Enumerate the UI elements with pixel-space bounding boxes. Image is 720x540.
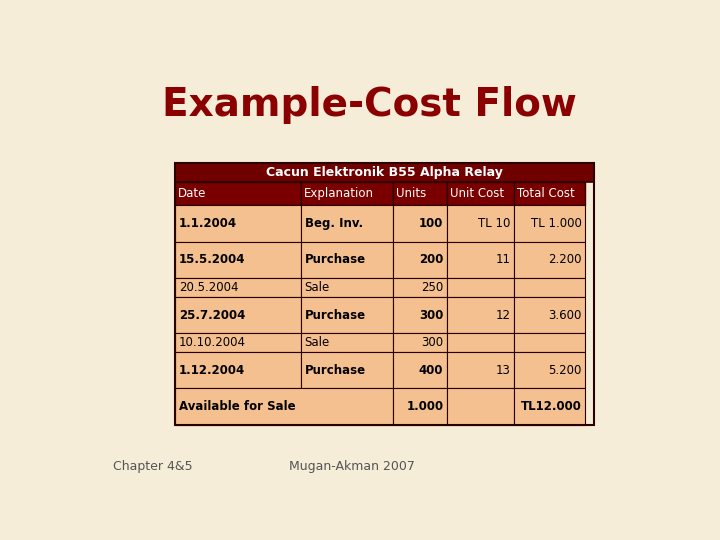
- Text: 100: 100: [419, 217, 444, 230]
- Text: 1.12.2004: 1.12.2004: [179, 363, 246, 376]
- Text: 11: 11: [495, 253, 510, 267]
- Bar: [514, 296, 585, 333]
- Bar: [393, 333, 447, 352]
- Text: 10.10.2004: 10.10.2004: [179, 336, 246, 349]
- Text: 5.200: 5.200: [548, 363, 582, 376]
- Bar: [175, 164, 594, 182]
- Bar: [175, 182, 301, 205]
- Bar: [301, 352, 393, 388]
- Text: Beg. Inv.: Beg. Inv.: [305, 217, 363, 230]
- Text: 13: 13: [495, 363, 510, 376]
- Bar: [393, 388, 447, 425]
- Text: Purchase: Purchase: [305, 363, 366, 376]
- Text: TL12.000: TL12.000: [521, 400, 582, 413]
- Text: Example-Cost Flow: Example-Cost Flow: [161, 86, 577, 124]
- Text: 250: 250: [421, 281, 444, 294]
- Text: 12: 12: [495, 308, 510, 321]
- Text: Purchase: Purchase: [305, 308, 366, 321]
- Text: Units: Units: [396, 187, 426, 200]
- Text: 1.1.2004: 1.1.2004: [179, 217, 238, 230]
- Bar: [447, 352, 514, 388]
- Bar: [175, 278, 301, 296]
- Text: 20.5.2004: 20.5.2004: [179, 281, 238, 294]
- Bar: [447, 278, 514, 296]
- Text: 3.600: 3.600: [548, 308, 582, 321]
- Bar: [301, 241, 393, 278]
- Bar: [175, 164, 594, 425]
- Bar: [514, 352, 585, 388]
- Text: 25.7.2004: 25.7.2004: [179, 308, 246, 321]
- Bar: [175, 205, 301, 241]
- Text: 200: 200: [419, 253, 444, 267]
- Bar: [175, 388, 393, 425]
- Text: Explanation: Explanation: [304, 187, 374, 200]
- Bar: [393, 182, 447, 205]
- Bar: [393, 241, 447, 278]
- Text: Available for Sale: Available for Sale: [179, 400, 296, 413]
- Bar: [514, 205, 585, 241]
- Bar: [301, 182, 393, 205]
- Bar: [447, 205, 514, 241]
- Bar: [175, 333, 301, 352]
- Bar: [514, 388, 585, 425]
- Bar: [514, 333, 585, 352]
- Bar: [447, 296, 514, 333]
- Text: TL 1.000: TL 1.000: [531, 217, 582, 230]
- Text: Unit Cost: Unit Cost: [451, 187, 505, 200]
- Text: 2.200: 2.200: [548, 253, 582, 267]
- Text: Sale: Sale: [305, 336, 330, 349]
- Bar: [175, 241, 301, 278]
- Text: 300: 300: [421, 336, 444, 349]
- Text: Date: Date: [179, 187, 207, 200]
- Text: TL 10: TL 10: [478, 217, 510, 230]
- Bar: [301, 296, 393, 333]
- Text: Chapter 4&5: Chapter 4&5: [113, 460, 193, 473]
- Text: Total Cost: Total Cost: [518, 187, 575, 200]
- Text: Purchase: Purchase: [305, 253, 366, 267]
- Bar: [393, 296, 447, 333]
- Bar: [514, 278, 585, 296]
- Bar: [175, 296, 301, 333]
- Bar: [514, 241, 585, 278]
- Bar: [301, 205, 393, 241]
- Text: 1.000: 1.000: [406, 400, 444, 413]
- Text: 400: 400: [419, 363, 444, 376]
- Bar: [447, 241, 514, 278]
- Text: 300: 300: [419, 308, 444, 321]
- Text: Mugan-Akman 2007: Mugan-Akman 2007: [289, 460, 415, 473]
- Bar: [393, 278, 447, 296]
- Bar: [514, 182, 585, 205]
- Bar: [393, 205, 447, 241]
- Bar: [393, 352, 447, 388]
- Bar: [301, 278, 393, 296]
- Bar: [301, 333, 393, 352]
- Bar: [447, 182, 514, 205]
- Bar: [175, 352, 301, 388]
- Text: Sale: Sale: [305, 281, 330, 294]
- Text: 15.5.2004: 15.5.2004: [179, 253, 246, 267]
- Bar: [447, 388, 514, 425]
- Bar: [447, 333, 514, 352]
- Text: Cacun Elektronik B55 Alpha Relay: Cacun Elektronik B55 Alpha Relay: [266, 166, 503, 179]
